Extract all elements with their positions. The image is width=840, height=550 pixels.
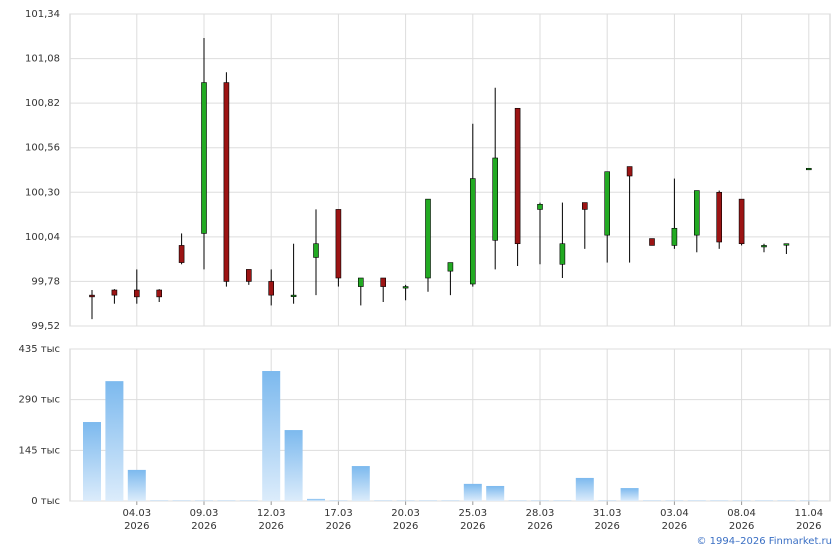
candle-body [693, 190, 700, 236]
y-tick-label: 100,82 [25, 98, 60, 109]
candle-body [537, 203, 543, 210]
candle-body [156, 289, 162, 298]
candle-body [89, 294, 95, 298]
x-tick-label: 04.03 2026 [122, 508, 152, 532]
candle-body [716, 191, 723, 243]
x-tick-label: 20.03 2026 [391, 508, 420, 532]
x-tick-label: 17.03 2026 [324, 508, 353, 532]
candle-body [246, 269, 252, 282]
volume-bar [307, 498, 325, 501]
candle-body [738, 198, 745, 245]
x-tick-label: 28.03 2026 [525, 508, 555, 532]
volume-bar [351, 466, 370, 501]
candle-body [201, 82, 207, 234]
candle-body [335, 209, 342, 279]
candle-body [514, 107, 521, 245]
candle-body [290, 294, 297, 297]
y-tick-label: 100,56 [25, 143, 60, 154]
volume-tick-label: 145 тыс [19, 445, 60, 456]
volume-tick-label: 0 тыс [31, 496, 60, 507]
candle-body [268, 281, 275, 296]
candle-body [492, 157, 499, 241]
y-tick-label: 101,34 [25, 9, 60, 20]
candle-body [559, 243, 566, 265]
candle-body [805, 167, 812, 171]
volume-bar [83, 422, 101, 501]
candle-body [380, 277, 387, 287]
x-tick-label: 31.03 2026 [592, 508, 622, 532]
x-tick-label: 12.03 2026 [256, 508, 286, 532]
volume-bar [486, 485, 505, 501]
candle-body [178, 245, 185, 263]
candle-body [649, 238, 655, 246]
volume-bar [620, 488, 639, 501]
volume-bar [463, 483, 482, 501]
volume-bar [127, 469, 146, 501]
candle-body [671, 227, 678, 246]
candle-body [447, 262, 454, 272]
x-tick-label: 08.04 2026 [727, 508, 756, 532]
candle-body [313, 243, 319, 258]
candle-body [604, 171, 611, 236]
volume-bar [262, 371, 281, 501]
candle-body [783, 243, 790, 246]
x-tick-label: 25.03 2026 [458, 508, 488, 532]
x-tick-label: 11.04 2026 [794, 508, 824, 532]
y-tick-label: 100,04 [25, 232, 60, 243]
volume-bar [284, 430, 303, 501]
candle-body [223, 82, 230, 282]
candle-body [134, 289, 140, 298]
volume-frame [69, 348, 831, 502]
y-tick-label: 99,78 [31, 276, 60, 287]
candle-body [402, 286, 409, 289]
volume-tick-label: 435 тыс [19, 344, 60, 355]
x-tick-label: 03.04 2026 [660, 508, 689, 532]
y-tick-label: 99,52 [31, 321, 60, 332]
volume-tick-label: 290 тыс [19, 395, 60, 406]
candle-body [761, 245, 767, 248]
credit: © 1994–2026 Finmarket.ru [696, 536, 832, 547]
candle-body [425, 198, 431, 279]
candle-body [581, 202, 588, 210]
volume-bar [105, 381, 124, 501]
x-tick-label: 09.03 2026 [189, 508, 219, 532]
volume-bar [575, 477, 594, 501]
y-tick-label: 101,08 [25, 54, 60, 65]
candle-body [469, 178, 476, 285]
candle-body [357, 277, 364, 287]
candle-body [111, 289, 118, 296]
candle-body [626, 166, 633, 177]
y-tick-label: 100,30 [25, 187, 60, 198]
